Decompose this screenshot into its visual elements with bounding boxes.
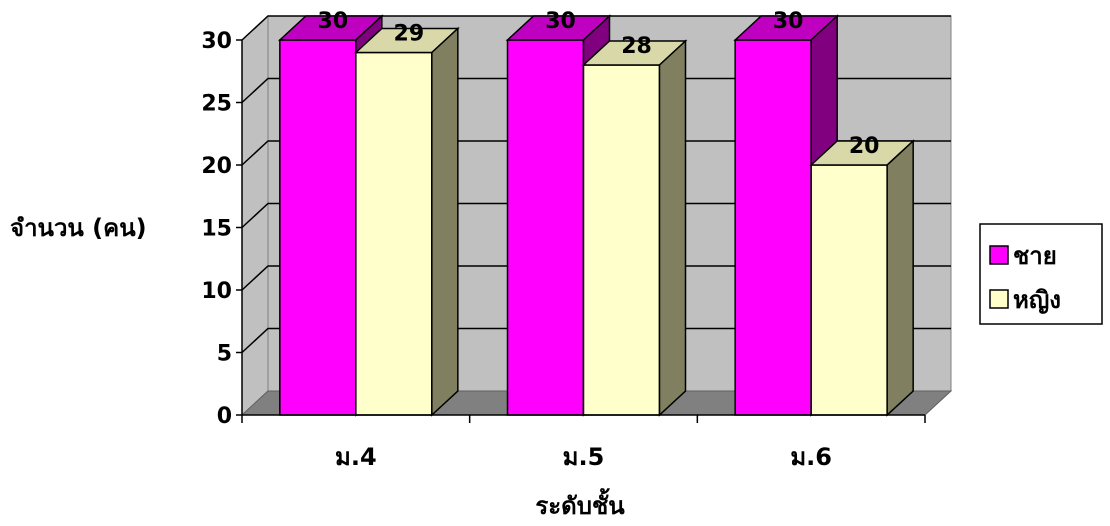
bar-หญิง-ม.5	[581, 39, 688, 417]
x-axis-title: ระดับชั้น	[535, 487, 625, 520]
gridline	[241, 140, 951, 166]
bar-หญิง-ม.6	[809, 139, 916, 417]
y-tick-label: 25	[201, 92, 232, 117]
bar-front	[355, 51, 433, 416]
y-tick-label: 10	[201, 279, 232, 304]
legend-swatch-male	[989, 245, 1009, 265]
x-tick-labels: ม.4 ม.5 ม.6	[335, 443, 832, 471]
y-axis-title: จำนวน (คน)	[10, 214, 147, 242]
gridline	[241, 265, 951, 291]
data-labels: 30 29 30 28 30 20	[318, 9, 880, 159]
bar-front	[734, 39, 812, 416]
data-label: 28	[621, 34, 652, 59]
legend: ชาย หญิง	[979, 223, 1103, 325]
bar-side	[431, 26, 459, 417]
gridline	[241, 202, 951, 229]
axes	[236, 39, 926, 423]
data-label: 29	[394, 22, 425, 47]
x-tick-label: ม.4	[335, 443, 377, 471]
y-tick-label: 15	[201, 217, 232, 242]
y-tick-label: 5	[217, 342, 232, 367]
bar-front	[810, 164, 888, 416]
legend-label-male: ชาย	[1013, 242, 1057, 270]
gridlines	[241, 15, 951, 354]
bar-หญิง-ม.4	[353, 26, 460, 417]
gridline	[241, 77, 951, 104]
x-tick-label: ม.5	[563, 443, 605, 471]
y-tick-label: 0	[217, 404, 232, 429]
gridline	[241, 327, 951, 354]
data-label: 30	[545, 9, 576, 34]
data-label: 20	[849, 134, 880, 159]
gridline	[241, 15, 951, 41]
legend-swatch-female	[989, 289, 1009, 309]
bar-front	[506, 39, 585, 416]
bars	[277, 14, 916, 417]
data-label: 30	[773, 9, 804, 34]
y-tick-label: 30	[201, 29, 232, 54]
data-label: 30	[318, 9, 349, 34]
bar-front	[582, 64, 661, 416]
bar-front	[279, 39, 357, 416]
bar-side	[658, 39, 687, 417]
y-tick-labels: 0 5 10 15 20 25 30	[201, 29, 232, 429]
y-tick-label: 20	[201, 154, 232, 179]
bar-side	[886, 139, 914, 417]
x-tick-label: ม.6	[790, 443, 832, 471]
legend-label-female: หญิง	[1013, 286, 1061, 314]
